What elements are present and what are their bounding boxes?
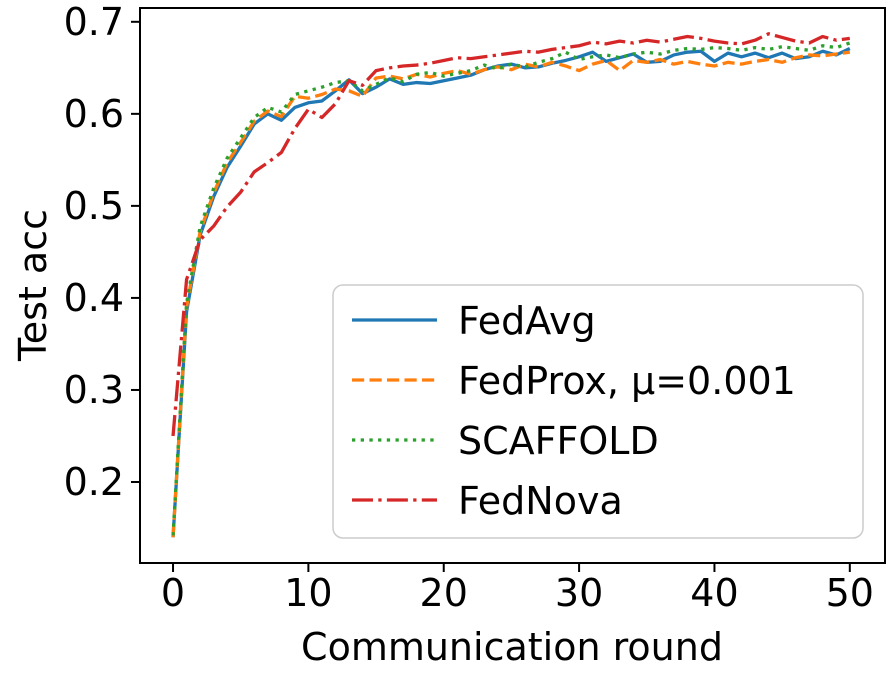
legend: FedAvg FedProx, μ=0.001 SCAFFOLD FedNova (332, 284, 864, 539)
legend-item-fedavg: FedAvg (352, 299, 596, 343)
x-tick-label: 10 (284, 571, 332, 615)
y-tick-label: 0.7 (64, 0, 124, 44)
legend-label-scaffold: SCAFFOLD (458, 419, 659, 463)
y-tick-label: 0.3 (64, 368, 124, 412)
legend-label-fedavg: FedAvg (458, 299, 596, 343)
series-lines (171, 32, 851, 538)
x-axis-label: Communication round (301, 625, 723, 669)
x-axis-ticks: 0 10 20 30 40 50 (161, 563, 874, 615)
line-scaffold (171, 41, 851, 536)
x-tick-label: 0 (161, 571, 185, 615)
plot-border (139, 7, 886, 564)
y-tick-label: 0.6 (64, 92, 124, 136)
legend-item-fedprox-0-001: FedProx, μ=0.001 (352, 359, 796, 403)
legend-box (332, 284, 864, 539)
line-fednova (171, 32, 851, 437)
x-tick-label: 20 (420, 571, 468, 615)
x-tick-label: 50 (826, 571, 874, 615)
y-tick-label: 0.2 (64, 460, 124, 504)
legend-label-fedprox-0-001: FedProx, μ=0.001 (458, 359, 796, 403)
legend-label-fednova: FedNova (458, 479, 623, 523)
line-fedprox-0-001 (171, 50, 851, 538)
x-tick-label: 30 (555, 571, 603, 615)
y-axis-label: Test acc (11, 209, 55, 362)
legend-item-fednova: FedNova (352, 479, 623, 523)
y-tick-label: 0.5 (64, 184, 124, 228)
y-tick-label: 0.4 (64, 276, 124, 320)
legend-item-scaffold: SCAFFOLD (352, 419, 659, 463)
y-axis-ticks: 0.2 0.3 0.4 0.5 0.6 0.7 (64, 0, 140, 504)
line-fedavg (171, 47, 851, 538)
x-tick-label: 40 (690, 571, 738, 615)
